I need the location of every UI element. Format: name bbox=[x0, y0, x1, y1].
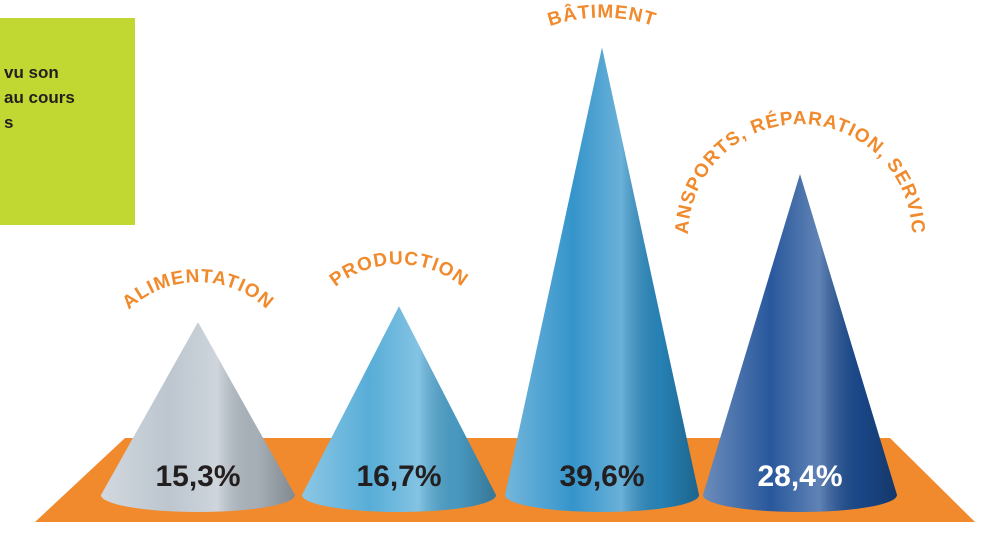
category-label-path: ALIMENTATION bbox=[118, 266, 276, 314]
value-label: 28,4% bbox=[757, 460, 842, 493]
category-label: TRANSPORTS, RÉPARATION, SERVICES bbox=[0, 0, 928, 235]
cone-shine bbox=[505, 47, 699, 513]
annotation-line: au cours bbox=[4, 88, 75, 107]
cone bbox=[703, 174, 897, 512]
annotation-line: vu son bbox=[4, 63, 59, 82]
cone-shine bbox=[302, 306, 496, 512]
category-label: ALIMENTATION bbox=[118, 266, 277, 314]
cone-shine bbox=[101, 322, 295, 512]
category-label-path: BÂTIMENT bbox=[545, 1, 657, 31]
cone-shine bbox=[703, 174, 897, 512]
category-label-path: TRANSPORTS, RÉPARATION, SERVICES bbox=[0, 0, 927, 235]
annotation-box bbox=[0, 18, 135, 225]
value-label: 15,3% bbox=[155, 460, 240, 493]
annotation-line: s bbox=[4, 113, 13, 132]
cone bbox=[505, 47, 699, 513]
value-label: 16,7% bbox=[356, 460, 441, 493]
category-label: BÂTIMENT bbox=[545, 1, 658, 31]
category-label-path: PRODUCTION bbox=[326, 248, 471, 291]
category-label: PRODUCTION bbox=[326, 248, 472, 291]
value-label: 39,6% bbox=[559, 460, 644, 493]
cone bbox=[101, 322, 295, 512]
cone bbox=[302, 306, 496, 512]
